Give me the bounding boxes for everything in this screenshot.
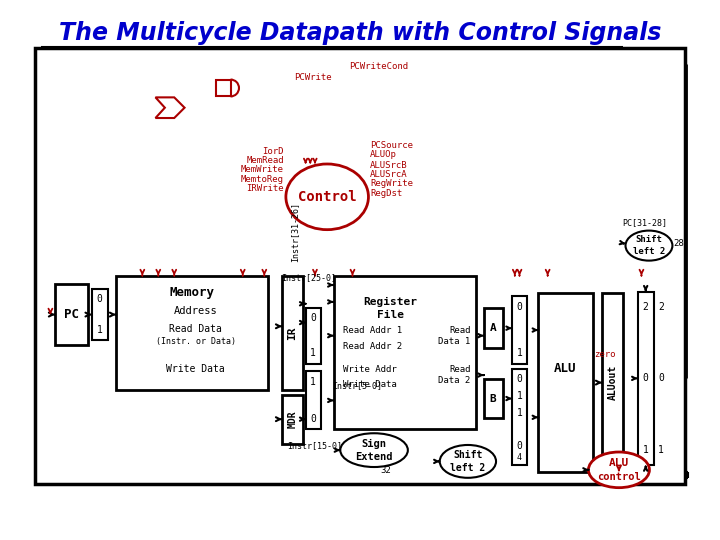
Ellipse shape xyxy=(440,445,496,478)
Bar xyxy=(539,293,593,472)
Text: 2: 2 xyxy=(658,301,664,312)
Text: Control: Control xyxy=(298,190,356,204)
Text: Read Addr 1: Read Addr 1 xyxy=(343,326,402,335)
Text: PC[31-28]: PC[31-28] xyxy=(622,219,667,227)
Text: A: A xyxy=(490,323,497,333)
Text: Shift: Shift xyxy=(453,450,482,460)
Text: The Multicycle Datapath with Control Signals: The Multicycle Datapath with Control Sig… xyxy=(59,21,661,45)
Text: Read Data: Read Data xyxy=(169,324,222,334)
Text: ALU: ALU xyxy=(554,362,577,375)
Text: MDR: MDR xyxy=(287,410,297,428)
Text: IR: IR xyxy=(287,326,297,340)
Text: 1: 1 xyxy=(658,445,664,455)
Text: RegDst: RegDst xyxy=(370,189,402,198)
Text: Instr[5-0]: Instr[5-0] xyxy=(332,381,382,390)
Text: control: control xyxy=(597,472,641,482)
Text: 4: 4 xyxy=(517,453,522,462)
Bar xyxy=(35,48,685,484)
Text: PCWrite: PCWrite xyxy=(294,73,332,83)
Text: IorD: IorD xyxy=(263,146,284,156)
Text: 1: 1 xyxy=(310,348,316,359)
Text: 1: 1 xyxy=(96,325,102,335)
Bar xyxy=(55,284,88,345)
Ellipse shape xyxy=(341,433,408,467)
Text: Read Addr 2: Read Addr 2 xyxy=(343,342,402,352)
Text: (Instr. or Data): (Instr. or Data) xyxy=(156,337,236,346)
Text: 0: 0 xyxy=(96,294,102,304)
Text: Instr[31-26]: Instr[31-26] xyxy=(291,202,300,262)
Text: PC: PC xyxy=(64,308,79,321)
Bar xyxy=(116,275,268,390)
Text: 28: 28 xyxy=(674,239,685,248)
Bar xyxy=(334,275,477,429)
Text: left 2: left 2 xyxy=(450,463,485,473)
Text: IRWrite: IRWrite xyxy=(246,184,284,193)
Text: Write Data: Write Data xyxy=(166,364,225,374)
Text: PCWriteCond: PCWriteCond xyxy=(349,62,408,71)
Text: left 2: left 2 xyxy=(633,247,665,256)
Text: 1: 1 xyxy=(643,445,649,455)
Bar xyxy=(305,307,320,364)
Text: ALUSrcA: ALUSrcA xyxy=(370,170,408,179)
Text: Address: Address xyxy=(174,306,217,316)
Text: ALUSrcB: ALUSrcB xyxy=(370,160,408,170)
Text: PCSource: PCSource xyxy=(370,141,413,150)
Bar xyxy=(602,293,623,472)
Polygon shape xyxy=(156,97,184,118)
Text: Read: Read xyxy=(449,365,471,374)
Text: File: File xyxy=(377,310,403,320)
Text: Shift: Shift xyxy=(636,235,662,245)
Text: 0: 0 xyxy=(310,414,316,424)
Text: Write Addr: Write Addr xyxy=(343,365,397,374)
Text: zero: zero xyxy=(595,350,616,359)
Bar xyxy=(282,395,303,443)
Bar xyxy=(512,369,527,465)
Text: Sign: Sign xyxy=(361,438,387,449)
Text: 2: 2 xyxy=(643,301,649,312)
Bar xyxy=(282,275,303,390)
Text: 1: 1 xyxy=(310,376,316,387)
Text: Instr[25-0]: Instr[25-0] xyxy=(281,273,336,282)
Text: ALU: ALU xyxy=(609,458,629,468)
Text: Memory: Memory xyxy=(170,286,215,299)
Bar xyxy=(512,296,527,364)
Ellipse shape xyxy=(588,452,649,488)
Text: MemRead: MemRead xyxy=(246,156,284,165)
Ellipse shape xyxy=(626,231,672,261)
Bar xyxy=(484,379,503,418)
Text: Instr[15-0]: Instr[15-0] xyxy=(287,441,342,450)
Text: MemWrite: MemWrite xyxy=(241,165,284,174)
Text: Read: Read xyxy=(449,326,471,335)
Bar xyxy=(91,289,107,340)
Text: 1: 1 xyxy=(516,391,523,401)
Text: 0: 0 xyxy=(516,374,523,384)
Text: 32: 32 xyxy=(380,466,391,475)
Text: B: B xyxy=(490,394,497,403)
Text: MemtoReg: MemtoReg xyxy=(241,174,284,184)
Text: 0: 0 xyxy=(658,373,664,383)
Bar xyxy=(305,372,320,429)
Polygon shape xyxy=(217,79,230,97)
Text: 0: 0 xyxy=(516,301,523,312)
Text: Write Data: Write Data xyxy=(343,380,397,389)
Text: 0: 0 xyxy=(516,441,523,451)
Bar xyxy=(638,292,654,465)
Text: ALUout: ALUout xyxy=(608,365,617,400)
Text: 1: 1 xyxy=(516,408,523,417)
Text: Data 2: Data 2 xyxy=(438,376,471,385)
Text: Data 1: Data 1 xyxy=(438,337,471,346)
Bar xyxy=(484,308,503,348)
Text: 0: 0 xyxy=(643,373,649,383)
Ellipse shape xyxy=(286,164,369,230)
Text: ALUOp: ALUOp xyxy=(370,150,397,159)
Text: Extend: Extend xyxy=(356,451,393,462)
Text: 0: 0 xyxy=(310,313,316,323)
Text: Register: Register xyxy=(363,297,417,307)
Text: 1: 1 xyxy=(516,348,523,359)
Text: RegWrite: RegWrite xyxy=(370,179,413,188)
